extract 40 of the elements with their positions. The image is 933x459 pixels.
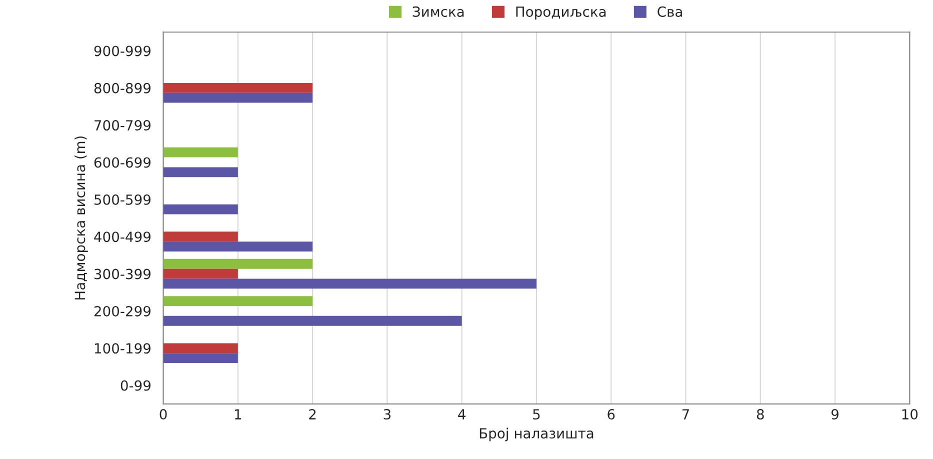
bar — [163, 92, 313, 103]
x-tick-label: 10 — [902, 409, 918, 420]
bar — [163, 82, 313, 93]
y-tick-label: 700-799 — [94, 120, 150, 131]
bar — [163, 167, 238, 178]
bar — [163, 278, 536, 289]
bar — [163, 258, 313, 269]
legend-label: Зимска — [412, 6, 464, 17]
bar — [163, 296, 313, 306]
legend-label: Породиљска — [516, 6, 606, 20]
bar — [163, 268, 238, 279]
y-tick-label: 600-699 — [94, 157, 150, 168]
x-tick-label: 1 — [235, 409, 242, 420]
bar — [163, 204, 238, 214]
y-tick-label: 0-99 — [120, 380, 150, 391]
x-tick-label: 3 — [384, 409, 390, 420]
bar — [163, 353, 238, 364]
x-tick-label: 0 — [160, 409, 167, 420]
x-tick-label: 2 — [309, 409, 316, 420]
bar — [163, 316, 462, 326]
x-tick-label: 4 — [458, 409, 466, 420]
y-axis-title: Надморска висина (m) — [74, 136, 88, 300]
x-tick-label: 7 — [682, 409, 689, 420]
x-axis-title: Број налазишта — [480, 428, 594, 442]
x-tick-label: 5 — [533, 409, 540, 420]
bar — [163, 242, 313, 252]
y-tick-label: 100-199 — [94, 343, 150, 354]
legend-label: Сва — [658, 6, 682, 17]
x-tick-label: 6 — [608, 409, 615, 420]
bar — [163, 343, 238, 354]
x-tick-label: 9 — [831, 409, 838, 420]
bar — [163, 147, 238, 158]
y-tick-label: 900-999 — [94, 46, 150, 56]
y-tick-label: 500-599 — [94, 194, 150, 205]
bar — [163, 232, 238, 242]
y-tick-label: 200-299 — [94, 306, 150, 316]
y-tick-label: 400-499 — [94, 232, 150, 242]
x-tick-label: 8 — [756, 409, 764, 420]
y-tick-label: 300-399 — [94, 268, 150, 280]
y-tick-label: 800-899 — [94, 82, 150, 94]
